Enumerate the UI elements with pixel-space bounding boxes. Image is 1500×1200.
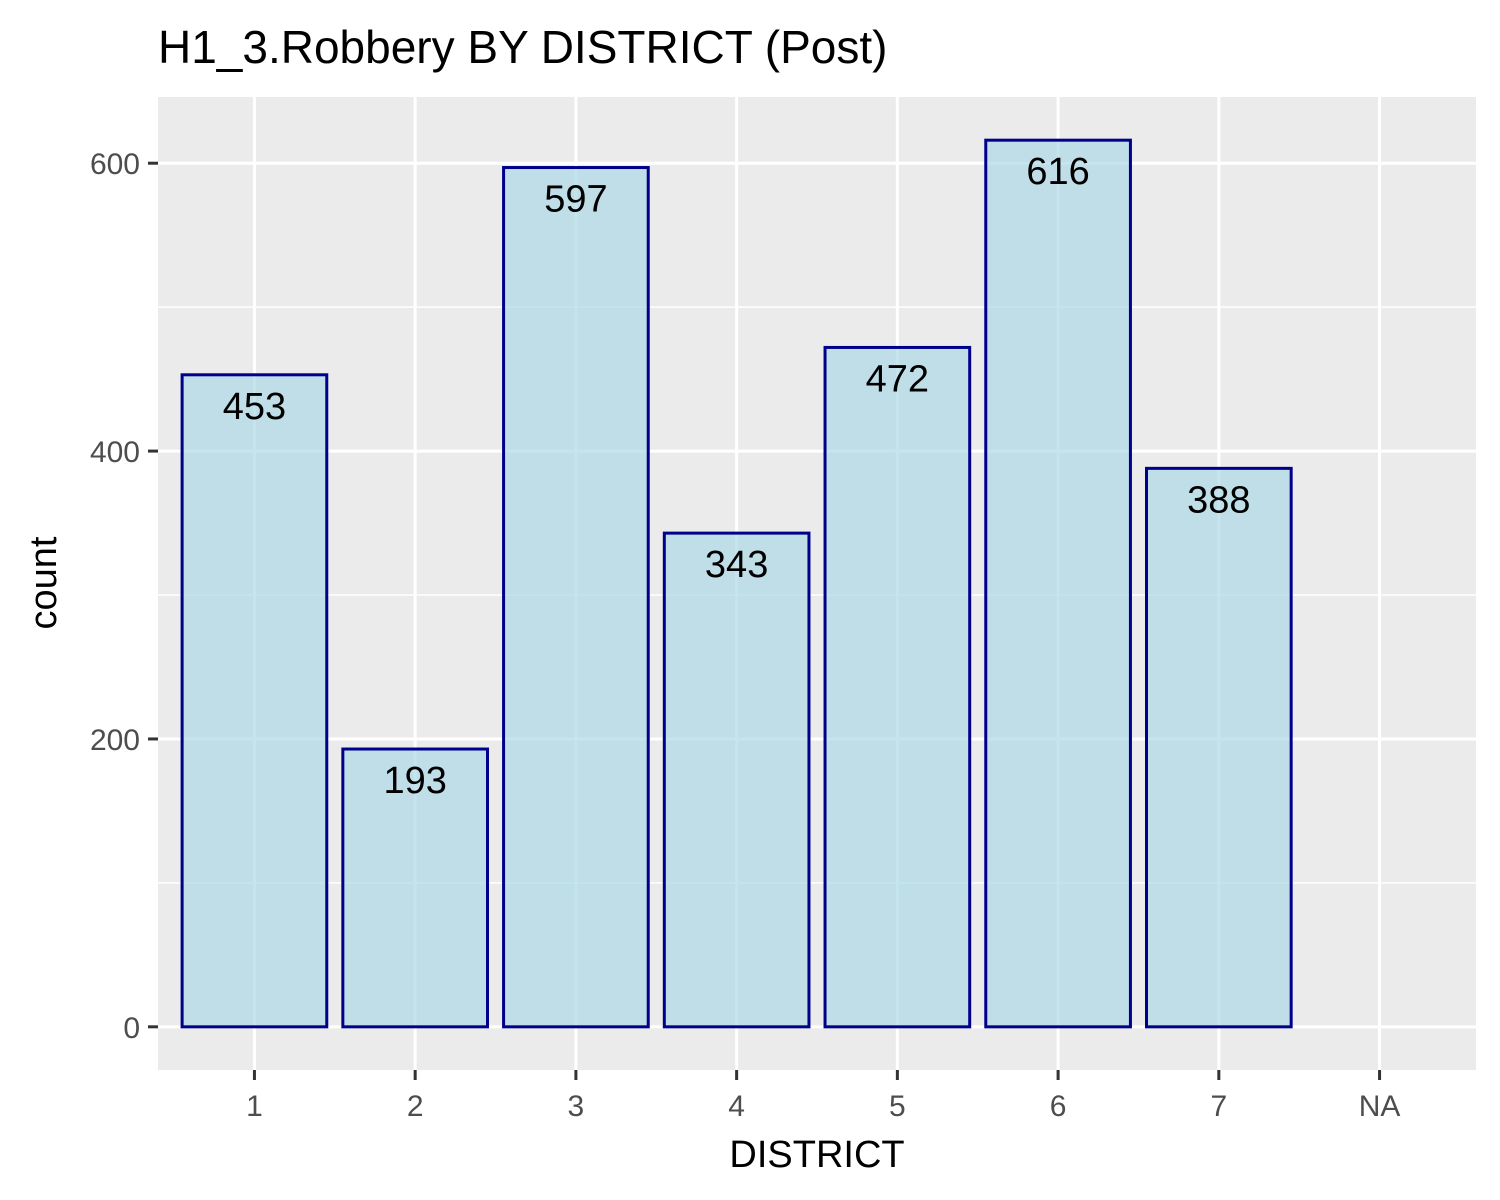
data-label-4: 343: [705, 544, 768, 586]
x-tick-label: 2: [407, 1090, 424, 1123]
y-axis: 0 200 400 600: [90, 148, 158, 1045]
y-tick-label: 600: [90, 148, 140, 181]
x-axis: 1 2 3 4 5 6 7 NA: [246, 1070, 1400, 1123]
y-tick-label: 200: [90, 724, 140, 757]
y-axis-title: count: [23, 536, 65, 629]
x-tick-label: 1: [246, 1090, 263, 1123]
data-labels-group: 453 193 597 343 472 616 388: [223, 151, 1251, 802]
x-tick-label: 6: [1050, 1090, 1067, 1123]
bar-4: [662, 531, 811, 1029]
x-tick-label: 7: [1210, 1090, 1227, 1123]
data-label-2: 193: [383, 760, 446, 802]
bar-2: [341, 747, 489, 1029]
bar-1: [180, 373, 329, 1029]
bar-6: [984, 138, 1132, 1029]
y-tick-label: 0: [123, 1012, 140, 1045]
data-label-6: 616: [1026, 151, 1089, 193]
bar-5: [823, 345, 972, 1029]
chart-title: H1_3.Robbery BY DISTRICT (Post): [158, 21, 887, 73]
x-axis-title: DISTRICT: [729, 1134, 904, 1176]
data-label-3: 597: [544, 179, 607, 221]
bar-3: [502, 166, 650, 1029]
x-tick-label: NA: [1359, 1090, 1401, 1123]
y-tick-label: 400: [90, 436, 140, 469]
data-label-1: 453: [223, 386, 286, 428]
x-tick-label: 3: [568, 1090, 585, 1123]
x-tick-label: 5: [889, 1090, 906, 1123]
data-label-5: 472: [866, 358, 929, 400]
bars-group: [180, 138, 1293, 1029]
data-label-7: 388: [1187, 479, 1250, 521]
bar-7: [1145, 466, 1293, 1029]
x-tick-label: 4: [728, 1090, 745, 1123]
